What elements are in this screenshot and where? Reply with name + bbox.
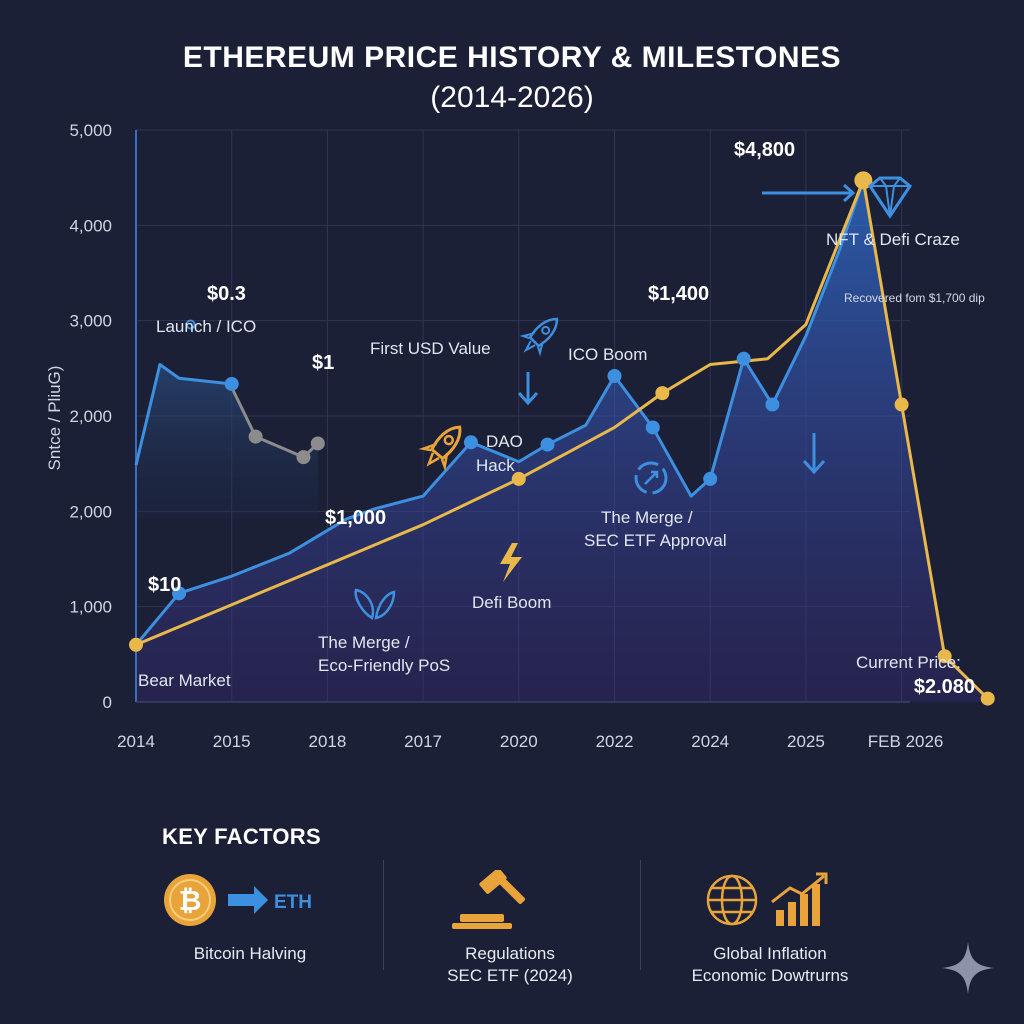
y-axis-label: Sntce / PliuG) bbox=[45, 366, 64, 471]
divider bbox=[383, 860, 384, 970]
data-point bbox=[703, 471, 718, 486]
arrow-down-icon-1 bbox=[517, 372, 539, 406]
annotation-recovered: Recovered fom $1,700 dip bbox=[844, 291, 985, 305]
ring-marker bbox=[185, 319, 196, 330]
x-tick-label: 2014 bbox=[117, 732, 155, 751]
leaf-icon bbox=[354, 588, 396, 620]
peak-point bbox=[854, 171, 873, 190]
x-tick-label: FEB 2026 bbox=[868, 732, 944, 751]
divider bbox=[640, 860, 641, 970]
series-line-gold bbox=[135, 178, 989, 700]
bitcoin-to-eth-icon: ₿ ETH bbox=[164, 874, 312, 926]
svg-text:₿: ₿ bbox=[179, 884, 202, 917]
data-point bbox=[540, 437, 555, 452]
annotation-merge-2: The Merge / bbox=[318, 633, 410, 652]
early-area-fill bbox=[136, 364, 318, 519]
small-rocket-icon bbox=[519, 317, 559, 357]
x-axis-ticks: 2014 2015 2018 2017 2020 2022 2024 2025 FEB 2026 bbox=[117, 732, 943, 751]
factor-label: SEC ETF (2024) bbox=[447, 966, 573, 985]
x-tick-label: 2018 bbox=[308, 732, 346, 751]
annotation-dao: DAO bbox=[486, 432, 523, 451]
globe-growth-icon bbox=[706, 872, 828, 926]
series-line-blue-early bbox=[134, 363, 232, 466]
merge-cycle-icon bbox=[634, 461, 668, 495]
data-point bbox=[463, 435, 478, 450]
arrow-right-icon bbox=[762, 183, 856, 203]
data-point bbox=[511, 471, 526, 486]
annotation-nft-defi: NFT & Defi Craze bbox=[826, 230, 960, 249]
y-tick-label: 4,000 bbox=[69, 216, 112, 235]
eth-tag: ETH bbox=[274, 892, 312, 913]
factor-label: Global Inflation bbox=[713, 944, 827, 963]
data-point bbox=[645, 420, 660, 435]
series-line-grey-early bbox=[230, 386, 319, 459]
annotation-current-price: Current Price: bbox=[856, 653, 961, 672]
key-factors-title: KEY FACTORS bbox=[162, 824, 321, 849]
factor-label: Bitcoin Halving bbox=[193, 944, 307, 963]
annotation-defi-boom: Defi Boom bbox=[472, 593, 551, 612]
data-point bbox=[224, 376, 239, 391]
annotation-launch-ico: Launch / ICO bbox=[156, 317, 256, 336]
y-tick-label: 1,000 bbox=[69, 598, 112, 617]
price-label-1: $1 bbox=[312, 352, 334, 374]
y-tick-label: 2,000 bbox=[69, 407, 112, 426]
chart-title: ETHEREUM PRICE HISTORY & MILESTONES (201… bbox=[0, 38, 1024, 118]
factor-label: Economic Dowtrurns bbox=[691, 966, 849, 985]
price-label-1400: $1,400 bbox=[648, 283, 709, 305]
price-label-current: $2.080 bbox=[914, 676, 975, 698]
factor-global-inflation: Global Inflation Economic Dowtrurns bbox=[660, 870, 880, 987]
data-point bbox=[736, 351, 751, 366]
area-fill bbox=[136, 180, 988, 702]
x-tick-label: 2020 bbox=[500, 732, 538, 751]
y-tick-label: 3,000 bbox=[69, 312, 112, 331]
x-tick-label: 2024 bbox=[691, 732, 729, 751]
data-point bbox=[655, 386, 670, 401]
data-point bbox=[296, 450, 311, 465]
data-point bbox=[607, 368, 622, 383]
x-tick-label: 2022 bbox=[596, 732, 634, 751]
y-tick-label: 5,000 bbox=[69, 121, 112, 140]
x-tick-label: 2015 bbox=[213, 732, 251, 751]
title-line-1: ETHEREUM PRICE HISTORY & MILESTONES bbox=[182, 41, 842, 74]
y-axis-ticks: 0 1,000 2,000 2,000 3,000 4,000 5,000 bbox=[69, 121, 112, 712]
rocket-icon bbox=[418, 425, 462, 472]
data-point bbox=[310, 436, 325, 451]
series-line-blue bbox=[134, 179, 865, 646]
y-tick-label: 2,000 bbox=[69, 502, 112, 521]
gavel-icon bbox=[452, 868, 526, 929]
factor-regulations: Regulations SEC ETF (2024) bbox=[400, 868, 620, 987]
title-line-2: (2014-2026) bbox=[430, 81, 594, 114]
x-tick-label: 2017 bbox=[404, 732, 442, 751]
data-point bbox=[894, 397, 909, 412]
data-point bbox=[937, 649, 952, 664]
factor-bitcoin-halving: ₿ ETH Bitcoin Halving bbox=[150, 870, 350, 965]
annotation-first-usd-value: First USD Value bbox=[370, 339, 491, 358]
annotation-eco-pos: Eco-Friendly PoS bbox=[318, 656, 450, 675]
data-point bbox=[172, 586, 187, 601]
price-label-0-3: $0.3 bbox=[207, 283, 246, 305]
price-label-1000: $1,000 bbox=[325, 507, 386, 529]
annotation-sec-etf: SEC ETF Approval bbox=[584, 531, 727, 550]
price-label-10: $10 bbox=[148, 574, 181, 596]
annotation-bear-market: Bear Market bbox=[138, 671, 231, 690]
data-point bbox=[980, 691, 995, 706]
annotation-ico-boom: ICO Boom bbox=[568, 345, 647, 364]
data-point bbox=[765, 397, 780, 412]
lightning-icon bbox=[500, 543, 522, 582]
data-point bbox=[248, 429, 263, 444]
price-label-4800: $4,800 bbox=[734, 139, 795, 161]
arrow-down-icon-2 bbox=[802, 433, 826, 475]
y-tick-label: 0 bbox=[103, 693, 112, 712]
diamond-icon bbox=[867, 176, 913, 219]
data-point bbox=[129, 637, 143, 652]
x-tick-label: 2025 bbox=[787, 732, 825, 751]
annotation-hack: Hack bbox=[476, 456, 515, 475]
sparkle-icon bbox=[942, 942, 994, 994]
annotation-merge-1: The Merge / bbox=[601, 508, 693, 527]
price-chart: 0 1,000 2,000 2,000 3,000 4,000 5,000 2014 2015… bbox=[45, 121, 995, 751]
factor-label: Regulations bbox=[465, 944, 555, 963]
